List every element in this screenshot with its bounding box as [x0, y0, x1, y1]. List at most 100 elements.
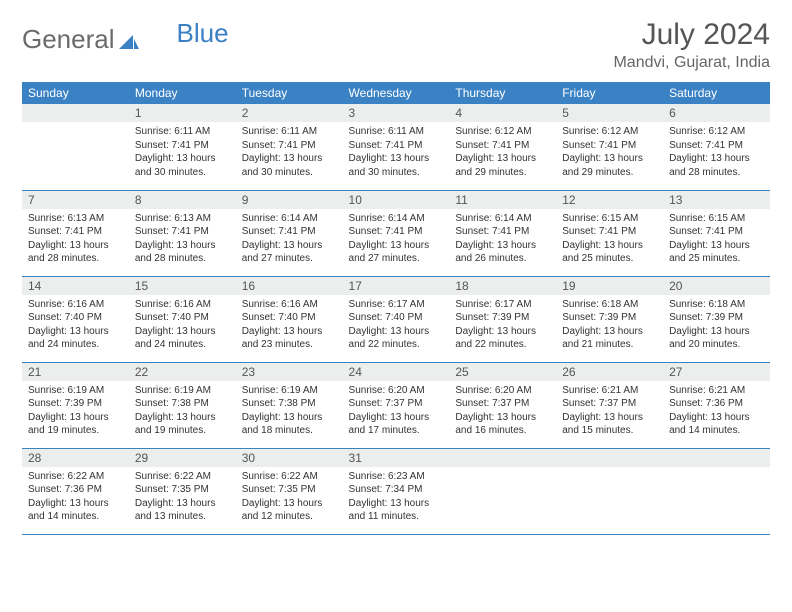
logo-text-general: General	[22, 24, 115, 55]
calendar-cell: 22Sunrise: 6:19 AMSunset: 7:38 PMDayligh…	[129, 362, 236, 448]
day-details: Sunrise: 6:14 AMSunset: 7:41 PMDaylight:…	[236, 209, 343, 270]
day-details: Sunrise: 6:16 AMSunset: 7:40 PMDaylight:…	[236, 295, 343, 356]
day-number-empty	[556, 449, 663, 467]
logo-sail-icon	[119, 25, 139, 39]
day-details: Sunrise: 6:12 AMSunset: 7:41 PMDaylight:…	[556, 122, 663, 183]
day-number: 14	[22, 277, 129, 295]
calendar-cell-empty	[449, 448, 556, 534]
day-number-empty	[22, 104, 129, 122]
day-number: 27	[663, 363, 770, 381]
calendar-cell-empty	[663, 448, 770, 534]
day-number: 31	[343, 449, 450, 467]
day-number: 28	[22, 449, 129, 467]
day-details: Sunrise: 6:16 AMSunset: 7:40 PMDaylight:…	[22, 295, 129, 356]
day-details: Sunrise: 6:22 AMSunset: 7:35 PMDaylight:…	[236, 467, 343, 528]
calendar-cell: 15Sunrise: 6:16 AMSunset: 7:40 PMDayligh…	[129, 276, 236, 362]
weekday-header: Thursday	[449, 82, 556, 104]
month-title: July 2024	[613, 18, 770, 52]
calendar-cell: 12Sunrise: 6:15 AMSunset: 7:41 PMDayligh…	[556, 190, 663, 276]
logo: General Blue	[22, 24, 229, 55]
day-number: 25	[449, 363, 556, 381]
day-number: 17	[343, 277, 450, 295]
calendar-cell: 9Sunrise: 6:14 AMSunset: 7:41 PMDaylight…	[236, 190, 343, 276]
calendar-cell: 30Sunrise: 6:22 AMSunset: 7:35 PMDayligh…	[236, 448, 343, 534]
day-number: 1	[129, 104, 236, 122]
day-number: 30	[236, 449, 343, 467]
calendar-cell: 24Sunrise: 6:20 AMSunset: 7:37 PMDayligh…	[343, 362, 450, 448]
calendar-cell: 4Sunrise: 6:12 AMSunset: 7:41 PMDaylight…	[449, 104, 556, 190]
weekday-header: Friday	[556, 82, 663, 104]
day-number: 8	[129, 191, 236, 209]
day-details: Sunrise: 6:18 AMSunset: 7:39 PMDaylight:…	[556, 295, 663, 356]
day-details: Sunrise: 6:17 AMSunset: 7:39 PMDaylight:…	[449, 295, 556, 356]
day-number: 21	[22, 363, 129, 381]
calendar-row: 21Sunrise: 6:19 AMSunset: 7:39 PMDayligh…	[22, 362, 770, 448]
weekday-header: Saturday	[663, 82, 770, 104]
day-number: 3	[343, 104, 450, 122]
calendar-cell: 2Sunrise: 6:11 AMSunset: 7:41 PMDaylight…	[236, 104, 343, 190]
day-details: Sunrise: 6:20 AMSunset: 7:37 PMDaylight:…	[343, 381, 450, 442]
day-details: Sunrise: 6:14 AMSunset: 7:41 PMDaylight:…	[343, 209, 450, 270]
location: Mandvi, Gujarat, India	[613, 54, 770, 72]
calendar-table: SundayMondayTuesdayWednesdayThursdayFrid…	[22, 82, 770, 535]
day-details: Sunrise: 6:22 AMSunset: 7:36 PMDaylight:…	[22, 467, 129, 528]
day-number: 19	[556, 277, 663, 295]
day-details: Sunrise: 6:23 AMSunset: 7:34 PMDaylight:…	[343, 467, 450, 528]
day-number: 29	[129, 449, 236, 467]
day-details: Sunrise: 6:19 AMSunset: 7:39 PMDaylight:…	[22, 381, 129, 442]
weekday-header: Tuesday	[236, 82, 343, 104]
day-number: 11	[449, 191, 556, 209]
day-details: Sunrise: 6:11 AMSunset: 7:41 PMDaylight:…	[129, 122, 236, 183]
calendar-cell: 6Sunrise: 6:12 AMSunset: 7:41 PMDaylight…	[663, 104, 770, 190]
weekday-header: Sunday	[22, 82, 129, 104]
day-number: 15	[129, 277, 236, 295]
weekday-header: Wednesday	[343, 82, 450, 104]
calendar-cell: 29Sunrise: 6:22 AMSunset: 7:35 PMDayligh…	[129, 448, 236, 534]
day-details: Sunrise: 6:11 AMSunset: 7:41 PMDaylight:…	[343, 122, 450, 183]
calendar-cell: 14Sunrise: 6:16 AMSunset: 7:40 PMDayligh…	[22, 276, 129, 362]
day-number: 20	[663, 277, 770, 295]
day-details: Sunrise: 6:18 AMSunset: 7:39 PMDaylight:…	[663, 295, 770, 356]
calendar-cell: 28Sunrise: 6:22 AMSunset: 7:36 PMDayligh…	[22, 448, 129, 534]
day-number-empty	[449, 449, 556, 467]
day-number: 4	[449, 104, 556, 122]
day-details: Sunrise: 6:12 AMSunset: 7:41 PMDaylight:…	[449, 122, 556, 183]
calendar-row: 7Sunrise: 6:13 AMSunset: 7:41 PMDaylight…	[22, 190, 770, 276]
calendar-cell: 25Sunrise: 6:20 AMSunset: 7:37 PMDayligh…	[449, 362, 556, 448]
day-details: Sunrise: 6:16 AMSunset: 7:40 PMDaylight:…	[129, 295, 236, 356]
logo-text-blue: Blue	[177, 18, 229, 49]
calendar-cell: 26Sunrise: 6:21 AMSunset: 7:37 PMDayligh…	[556, 362, 663, 448]
calendar-body: 1Sunrise: 6:11 AMSunset: 7:41 PMDaylight…	[22, 104, 770, 534]
day-details: Sunrise: 6:19 AMSunset: 7:38 PMDaylight:…	[129, 381, 236, 442]
day-number: 6	[663, 104, 770, 122]
calendar-row: 14Sunrise: 6:16 AMSunset: 7:40 PMDayligh…	[22, 276, 770, 362]
calendar-cell: 5Sunrise: 6:12 AMSunset: 7:41 PMDaylight…	[556, 104, 663, 190]
calendar-cell: 20Sunrise: 6:18 AMSunset: 7:39 PMDayligh…	[663, 276, 770, 362]
day-details: Sunrise: 6:17 AMSunset: 7:40 PMDaylight:…	[343, 295, 450, 356]
day-details: Sunrise: 6:19 AMSunset: 7:38 PMDaylight:…	[236, 381, 343, 442]
day-number: 10	[343, 191, 450, 209]
calendar-row: 1Sunrise: 6:11 AMSunset: 7:41 PMDaylight…	[22, 104, 770, 190]
day-number: 13	[663, 191, 770, 209]
title-block: July 2024 Mandvi, Gujarat, India	[613, 18, 770, 72]
day-number: 12	[556, 191, 663, 209]
calendar-cell: 17Sunrise: 6:17 AMSunset: 7:40 PMDayligh…	[343, 276, 450, 362]
day-number: 2	[236, 104, 343, 122]
day-number: 22	[129, 363, 236, 381]
calendar-cell: 8Sunrise: 6:13 AMSunset: 7:41 PMDaylight…	[129, 190, 236, 276]
day-number: 26	[556, 363, 663, 381]
day-details: Sunrise: 6:21 AMSunset: 7:37 PMDaylight:…	[556, 381, 663, 442]
calendar-cell: 23Sunrise: 6:19 AMSunset: 7:38 PMDayligh…	[236, 362, 343, 448]
day-details: Sunrise: 6:13 AMSunset: 7:41 PMDaylight:…	[22, 209, 129, 270]
calendar-cell-empty	[556, 448, 663, 534]
calendar-row: 28Sunrise: 6:22 AMSunset: 7:36 PMDayligh…	[22, 448, 770, 534]
day-details: Sunrise: 6:22 AMSunset: 7:35 PMDaylight:…	[129, 467, 236, 528]
calendar-cell: 21Sunrise: 6:19 AMSunset: 7:39 PMDayligh…	[22, 362, 129, 448]
calendar-cell: 31Sunrise: 6:23 AMSunset: 7:34 PMDayligh…	[343, 448, 450, 534]
day-details: Sunrise: 6:15 AMSunset: 7:41 PMDaylight:…	[663, 209, 770, 270]
weekday-header: Monday	[129, 82, 236, 104]
calendar-cell: 11Sunrise: 6:14 AMSunset: 7:41 PMDayligh…	[449, 190, 556, 276]
day-number-empty	[663, 449, 770, 467]
day-number: 9	[236, 191, 343, 209]
day-details: Sunrise: 6:11 AMSunset: 7:41 PMDaylight:…	[236, 122, 343, 183]
